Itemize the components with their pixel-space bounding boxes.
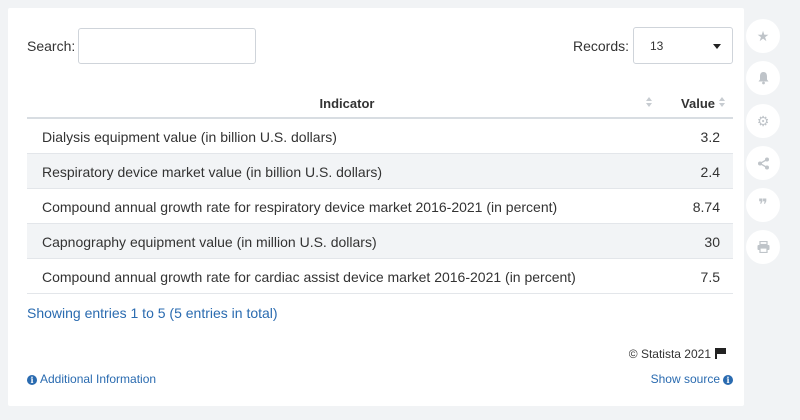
- cell-value: 2.4: [700, 164, 720, 180]
- show-source-label: Show source: [650, 372, 720, 386]
- copyright-text: © Statista 2021: [628, 347, 711, 361]
- column-header-value[interactable]: Value: [681, 96, 715, 111]
- cell-indicator: Dialysis equipment value (in billion U.S…: [42, 129, 337, 145]
- additional-information-label: Additional Information: [40, 372, 157, 386]
- cell-indicator: Compound annual growth rate for respirat…: [42, 199, 558, 215]
- search-label: Search:: [27, 38, 76, 54]
- records-label: Records:: [573, 38, 630, 54]
- cell-value: 3.2: [700, 129, 720, 145]
- settings-button[interactable]: ⚙: [746, 104, 780, 138]
- share-button[interactable]: [746, 146, 780, 180]
- gear-icon: ⚙: [756, 112, 770, 129]
- table-row: Respiratory device market value (in bill…: [27, 154, 733, 189]
- statistic-card: Search: Records: 13 Indicator Value Dial…: [8, 8, 744, 406]
- show-source-link[interactable]: Show source i: [651, 372, 733, 386]
- table-row: Capnography equipment value (in million …: [27, 224, 733, 259]
- records-selected-value: 13: [650, 39, 664, 53]
- data-table: Indicator Value Dialysis equipment value…: [27, 84, 733, 294]
- cell-indicator: Compound annual growth rate for cardiac …: [42, 269, 576, 285]
- print-button[interactable]: [746, 230, 780, 264]
- cell-value: 8.74: [692, 199, 720, 215]
- records-select[interactable]: 13: [633, 27, 733, 64]
- info-icon: i: [723, 375, 733, 385]
- print-icon: [757, 241, 769, 253]
- info-icon: i: [27, 375, 37, 385]
- table-header: Indicator Value: [27, 84, 733, 119]
- quote-icon: ❞: [758, 197, 768, 214]
- cell-indicator: Respiratory device market value (in bill…: [42, 164, 383, 180]
- search-input[interactable]: [78, 28, 256, 64]
- favorite-button[interactable]: ★: [746, 19, 780, 53]
- additional-information-link[interactable]: i Additional Information: [27, 372, 156, 386]
- sort-icon[interactable]: [719, 97, 727, 109]
- table-row: Compound annual growth rate for cardiac …: [27, 259, 733, 294]
- star-icon: ★: [756, 27, 770, 44]
- cite-button[interactable]: ❞: [746, 188, 780, 222]
- cell-indicator: Capnography equipment value (in million …: [42, 234, 377, 250]
- sort-icon[interactable]: [646, 97, 654, 109]
- cell-value: 30: [704, 234, 720, 250]
- entries-info: Showing entries 1 to 5 (5 entries in tot…: [27, 305, 278, 321]
- table-row: Dialysis equipment value (in billion U.S…: [27, 119, 733, 154]
- table-row: Compound annual growth rate for respirat…: [27, 189, 733, 224]
- column-header-indicator[interactable]: Indicator: [319, 96, 375, 111]
- copyright-notice[interactable]: © Statista 2021: [629, 347, 726, 361]
- share-icon: [757, 157, 769, 169]
- notification-button[interactable]: [746, 61, 780, 95]
- cell-value: 7.5: [700, 269, 720, 285]
- chevron-down-icon: [713, 44, 721, 49]
- flag-icon[interactable]: [715, 348, 726, 359]
- bell-icon: [758, 72, 768, 85]
